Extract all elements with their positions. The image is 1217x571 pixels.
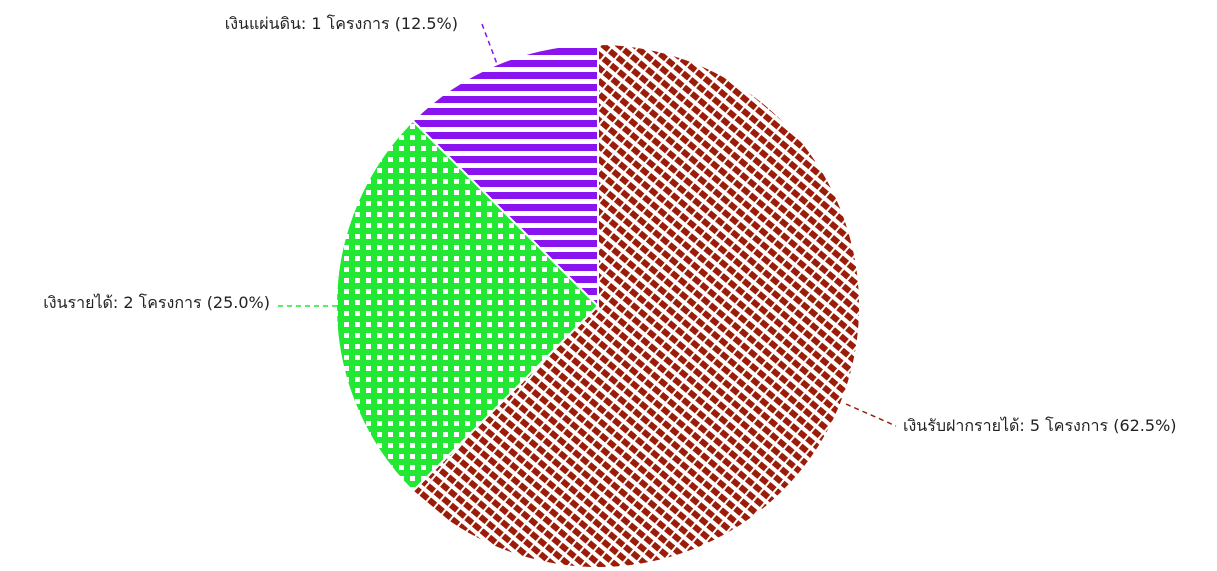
slice-state-budget — [411, 42, 599, 309]
label-deposit-income: เงินรับฝากรายได้: 5 โครงการ (62.5%) — [903, 416, 1177, 435]
leader-state-budget — [481, 23, 498, 65]
slice-deposit-income — [411, 42, 861, 569]
label-state-budget: เงินแผ่นดิน: 1 โครงการ (12.5%) — [225, 14, 458, 33]
label-income: เงินรายได้: 2 โครงการ (25.0%) — [43, 293, 270, 312]
leader-deposit-income — [845, 403, 897, 427]
